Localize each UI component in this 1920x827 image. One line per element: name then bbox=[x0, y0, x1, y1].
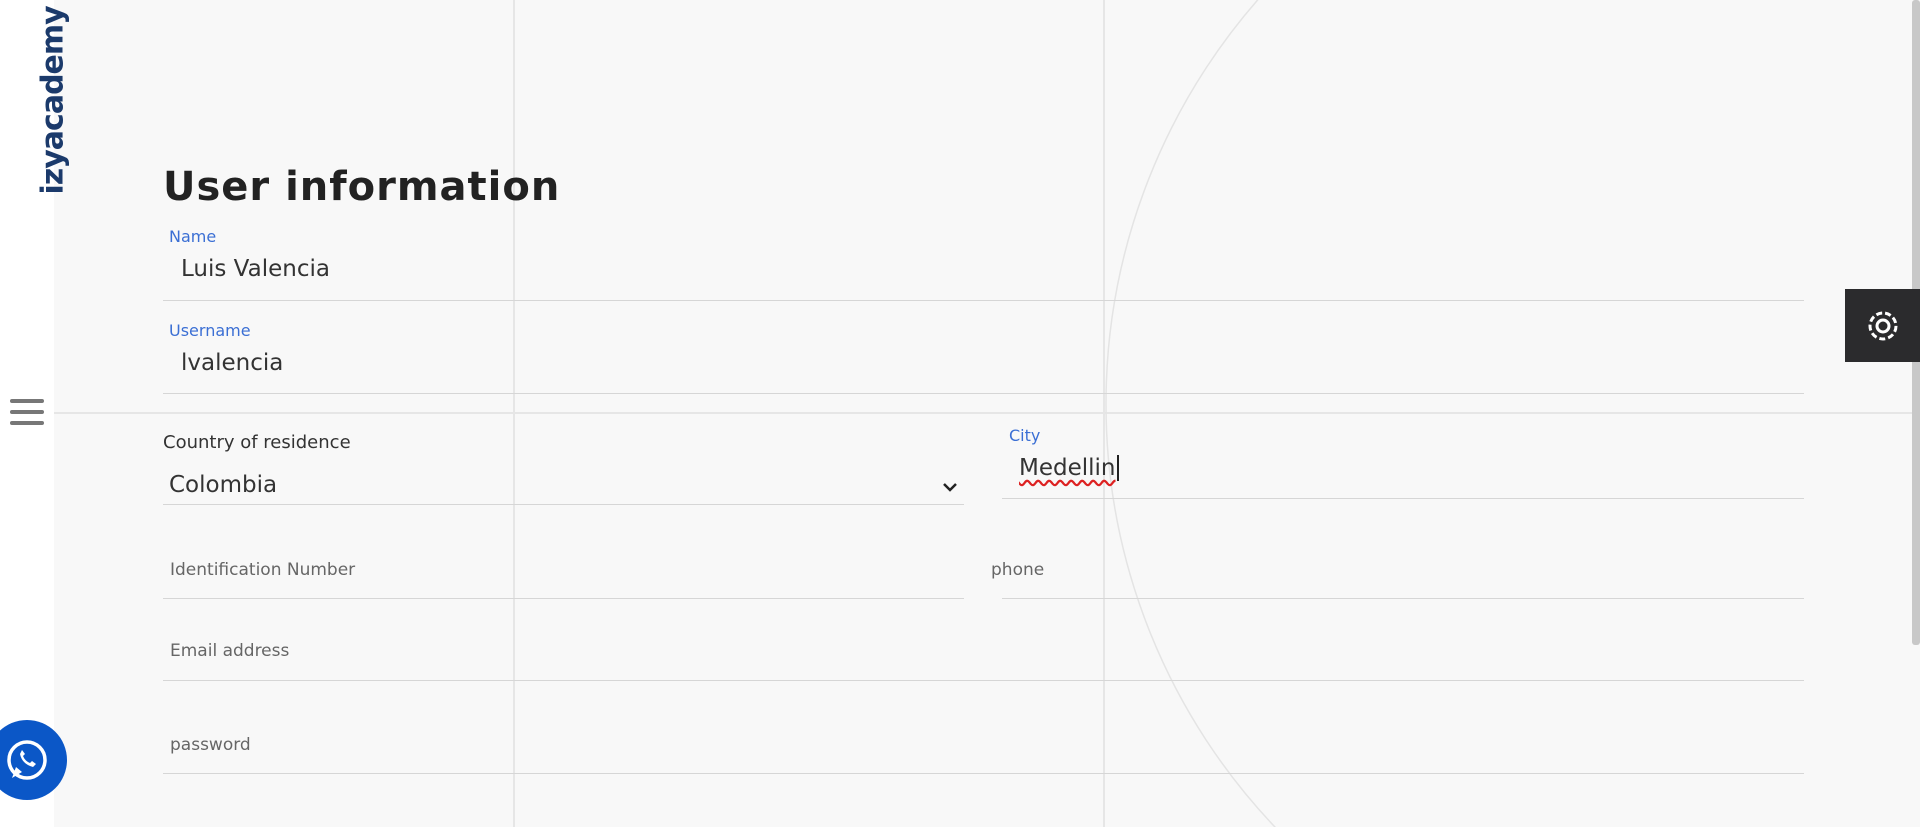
dropdown-chevron[interactable] bbox=[942, 480, 958, 494]
gear-icon bbox=[1868, 311, 1898, 341]
field-underline bbox=[163, 773, 1804, 774]
field-underline bbox=[163, 504, 964, 505]
field-underline bbox=[163, 300, 1804, 301]
field-underline bbox=[163, 393, 1804, 394]
whatsapp-icon bbox=[7, 740, 47, 780]
field-label: Country of residence bbox=[163, 432, 351, 453]
field-underline bbox=[1002, 598, 1804, 599]
logo[interactable]: izyacademy bbox=[35, 6, 71, 195]
field-underline bbox=[163, 680, 1804, 681]
field-placeholder[interactable]: phone bbox=[991, 560, 1045, 580]
settings-button[interactable] bbox=[1845, 289, 1920, 362]
menu-icon[interactable] bbox=[10, 397, 44, 429]
select-value[interactable]: Colombia bbox=[169, 472, 278, 498]
field-label: Username bbox=[169, 321, 251, 340]
sidebar: izyacademy bbox=[0, 0, 71, 827]
field-underline bbox=[163, 598, 964, 599]
field-placeholder[interactable]: Email address bbox=[170, 641, 290, 661]
page-title: User information bbox=[163, 164, 561, 210]
whatsapp-button[interactable] bbox=[0, 720, 67, 800]
field-placeholder[interactable]: password bbox=[170, 735, 251, 755]
field-value[interactable]: Luis Valencia bbox=[181, 256, 330, 282]
field-label: City bbox=[1009, 426, 1041, 445]
field-placeholder[interactable]: Identification Number bbox=[170, 560, 356, 580]
field-underline bbox=[1002, 498, 1804, 499]
field-value[interactable]: Medellin bbox=[1019, 455, 1119, 481]
field-label: Name bbox=[169, 227, 217, 246]
field-value[interactable]: lvalencia bbox=[181, 350, 284, 376]
